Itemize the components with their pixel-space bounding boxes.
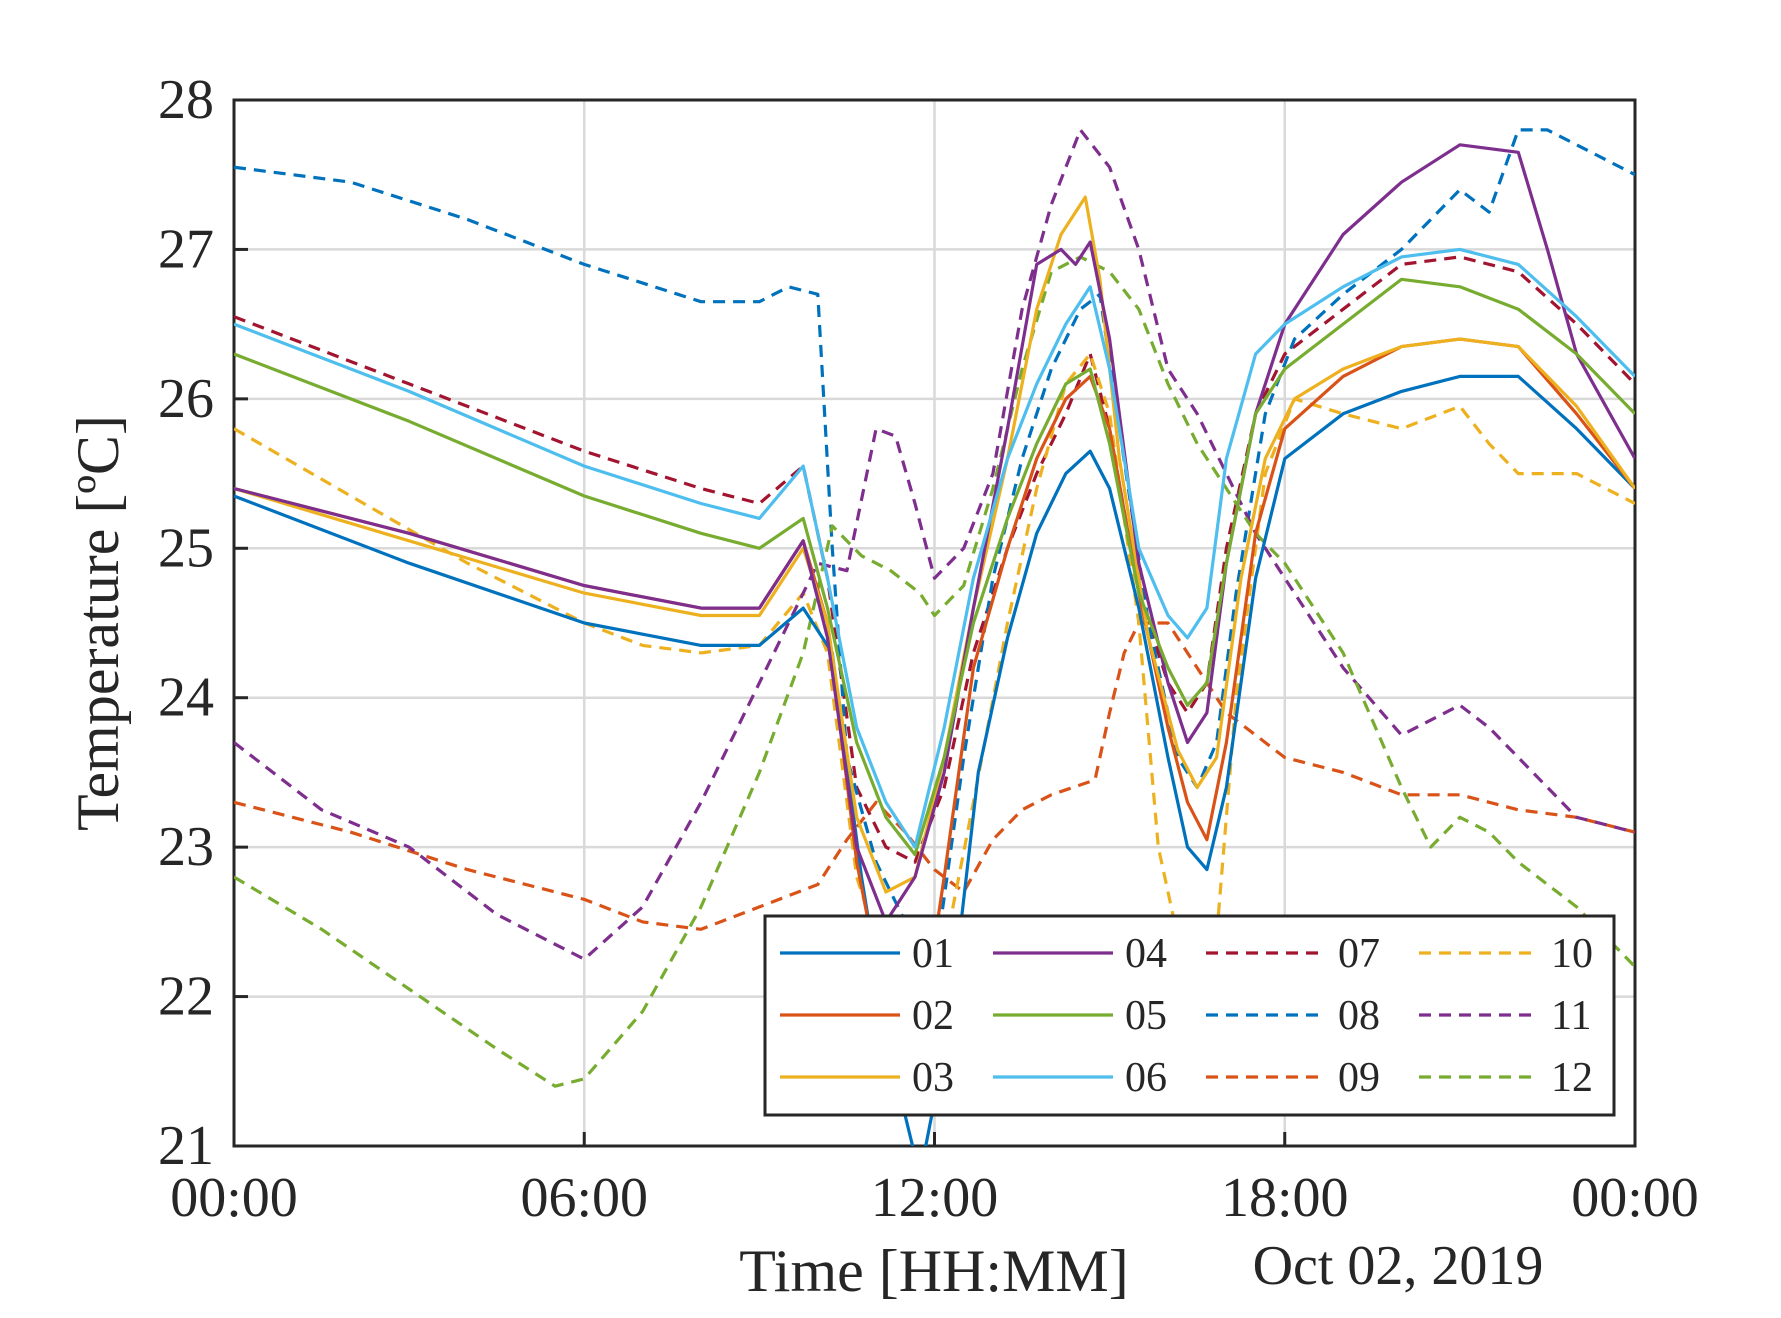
y-tick-label: 26 [158, 368, 214, 430]
series-line-06 [234, 247, 1635, 849]
y-tick-label: 27 [158, 218, 214, 280]
legend-label-12: 12 [1551, 1055, 1593, 1101]
x-tick-label: 00:00 [170, 1167, 298, 1229]
series-lines [234, 128, 1635, 1146]
x-tick-label: 06:00 [520, 1167, 648, 1229]
y-tick-label: 25 [158, 517, 214, 579]
y-tick-labels: 21 22 23 24 25 26 27 28 [158, 69, 214, 1177]
x-tick-label: 12:00 [871, 1167, 999, 1229]
series-line-01 [234, 374, 1635, 1146]
legend-label-02: 02 [912, 993, 954, 1039]
legend-label-01: 01 [912, 931, 954, 977]
y-tick-label: 22 [158, 966, 214, 1028]
series-line-10 [234, 352, 1635, 969]
series-line-12 [234, 255, 1635, 1088]
tick-marks [232, 98, 1637, 1148]
series-line-08 [234, 128, 1635, 969]
y-tick-label: 21 [158, 1115, 214, 1177]
y-axis-label: Temperature [ºC] [65, 415, 131, 831]
series-line-11 [234, 128, 1635, 961]
grid-lines [234, 100, 1635, 1146]
legend-label-11: 11 [1551, 993, 1591, 1039]
series-line-05 [234, 277, 1635, 857]
x-tick-label: 18:00 [1221, 1167, 1349, 1229]
y-tick-label: 28 [158, 69, 214, 131]
series-line-09 [234, 621, 1635, 931]
legend-box [763, 914, 1616, 1117]
legend-label-09: 09 [1338, 1055, 1380, 1101]
x-axis-label: Time [HH:MM] [739, 1238, 1129, 1304]
y-tick-label: 24 [158, 667, 214, 729]
series-line-03 [234, 195, 1635, 894]
legend-label-10: 10 [1551, 931, 1593, 977]
legend-label-05: 05 [1125, 993, 1167, 1039]
date-label: Oct 02, 2019 [1253, 1235, 1544, 1297]
series-line-04 [234, 143, 1635, 924]
legend-label-08: 08 [1338, 993, 1380, 1039]
legend-label-03: 03 [912, 1055, 954, 1101]
legend-label-07: 07 [1338, 931, 1380, 977]
x-tick-label: 00:00 [1571, 1167, 1699, 1229]
legend: 01 02 03 04 05 06 07 08 09 10 11 12 [763, 914, 1616, 1117]
x-tick-labels: 00:00 06:00 12:00 18:00 00:00 [170, 1167, 1699, 1229]
legend-label-04: 04 [1125, 931, 1167, 977]
legend-label-06: 06 [1125, 1055, 1167, 1101]
y-tick-label: 23 [158, 816, 214, 878]
